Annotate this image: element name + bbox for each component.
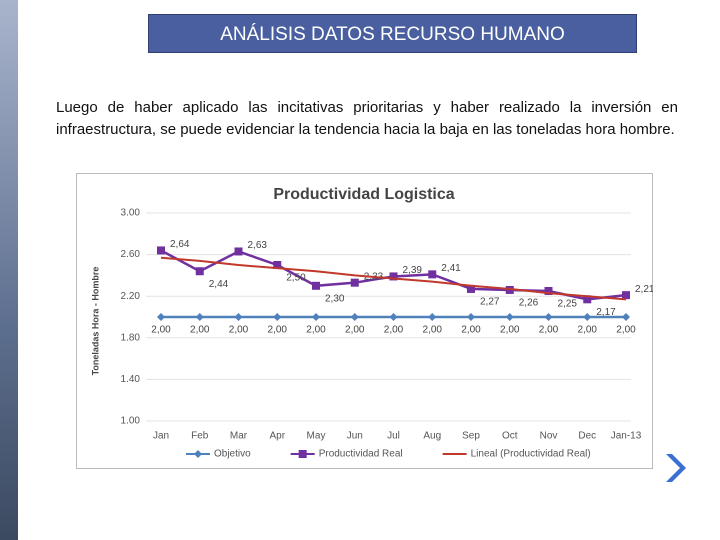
value-label: 2,21 [635, 284, 653, 295]
chart-frame [76, 173, 653, 469]
value-label: 2,00 [306, 325, 326, 336]
value-label: 2,25 [558, 299, 578, 310]
value-label: 2,00 [229, 325, 249, 336]
y-tick-label: 1.80 [121, 332, 141, 343]
point [389, 313, 398, 321]
point [544, 287, 553, 295]
x-tick-label: Sep [462, 431, 480, 442]
value-label: 2,00 [190, 325, 210, 336]
point [350, 278, 359, 287]
legend-label: Lineal (Productividad Real) [471, 449, 591, 460]
next-chevron[interactable] [660, 448, 690, 488]
y-tick-label: 2.60 [121, 249, 141, 260]
x-tick-label: Oct [502, 431, 518, 442]
point [157, 313, 165, 321]
paragraph: Luego de haber aplicado las incitativas … [56, 99, 678, 138]
point [583, 313, 592, 321]
x-tick-label: Jan [153, 431, 169, 442]
value-label: 2,39 [403, 265, 423, 276]
point [273, 313, 282, 321]
x-tick-label: Jul [387, 431, 400, 442]
point [428, 270, 437, 279]
value-label: 2,44 [209, 279, 229, 290]
chevron-icon [666, 454, 686, 482]
point [234, 247, 243, 256]
value-label: 2,00 [500, 325, 520, 336]
point [622, 313, 630, 321]
x-tick-label: Dec [578, 431, 596, 442]
point [312, 281, 320, 290]
chart: Productividad Logistica Toneladas Hora -… [76, 173, 653, 469]
value-label: 2,00 [423, 325, 443, 336]
slide-title: ANÁLISIS DATOS RECURSO HUMANO [148, 14, 637, 53]
y-axis-label: Toneladas Hora - Hombre [90, 267, 100, 376]
y-tick-label: 3.00 [121, 208, 141, 219]
value-label: 2,64 [170, 239, 190, 250]
value-label: 2,63 [248, 240, 268, 251]
x-tick-label: Apr [269, 431, 285, 442]
point [428, 313, 437, 321]
value-label: 2,00 [345, 325, 365, 336]
point [622, 291, 630, 300]
point [195, 267, 204, 276]
value-label: 2,00 [268, 325, 288, 336]
point [544, 313, 553, 321]
y-tick-label: 1.00 [121, 416, 141, 427]
value-label: 2,00 [539, 325, 559, 336]
point [505, 313, 514, 321]
y-tick-label: 2.20 [121, 291, 141, 302]
x-tick-label: Feb [191, 431, 209, 442]
value-label: 2,26 [519, 298, 539, 309]
value-label: 2,00 [578, 325, 598, 336]
point [467, 313, 475, 321]
value-label: 2,00 [151, 325, 171, 336]
value-label: 2,41 [441, 263, 461, 274]
point [505, 285, 514, 294]
point [234, 313, 243, 321]
x-tick-label: Nov [540, 431, 558, 442]
point [312, 313, 320, 321]
value-label: 2,30 [325, 293, 345, 304]
x-tick-label: May [307, 431, 326, 442]
x-tick-label: Jun [347, 431, 363, 442]
point [195, 313, 204, 321]
point [350, 313, 359, 321]
point [273, 261, 282, 269]
value-label: 2,17 [596, 307, 616, 318]
point [157, 246, 165, 255]
point [467, 284, 475, 293]
value-label: 2,00 [616, 325, 636, 336]
value-label: 2,00 [461, 325, 481, 336]
side-decoration [0, 0, 18, 540]
value-label: 2,27 [480, 297, 500, 308]
point [583, 295, 592, 304]
chart-title: Productividad Logistica [273, 186, 454, 203]
legend-label: Objetivo [214, 449, 251, 460]
y-tick-label: 1.40 [121, 374, 141, 385]
x-tick-label: Mar [230, 431, 248, 442]
legend-label: Productividad Real [319, 449, 403, 460]
x-tick-label: Aug [423, 431, 441, 442]
value-label: 2,00 [384, 325, 404, 336]
legend-marker [194, 450, 202, 458]
point [389, 272, 398, 281]
value-label: 2,50 [286, 273, 306, 284]
x-tick-label: Jan-13 [611, 431, 642, 442]
series-line [160, 256, 627, 301]
legend-marker [298, 450, 307, 458]
